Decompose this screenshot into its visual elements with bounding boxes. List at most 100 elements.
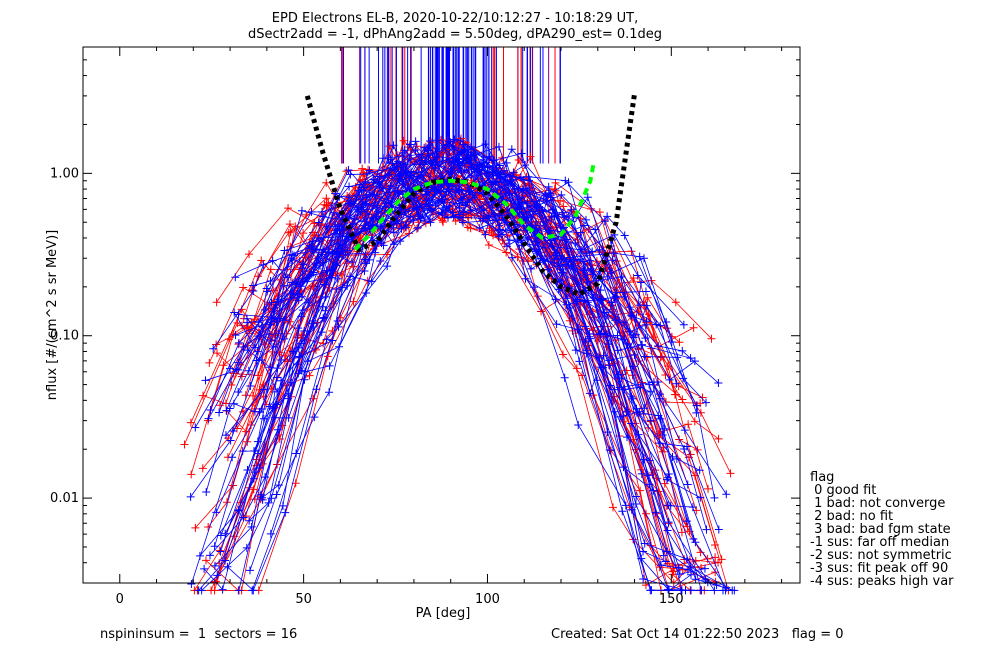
pa-point bbox=[358, 164, 367, 173]
pa-point bbox=[267, 494, 276, 503]
pa-point bbox=[307, 270, 316, 279]
pa-point bbox=[374, 179, 383, 188]
pa-point bbox=[441, 206, 450, 215]
pa-point bbox=[304, 298, 313, 307]
pa-point bbox=[376, 256, 385, 265]
pa-trace bbox=[261, 164, 702, 591]
y-tick-label: 0.01 bbox=[50, 491, 79, 506]
pa-point bbox=[399, 136, 408, 145]
pa-point bbox=[730, 586, 739, 595]
pa-point bbox=[245, 566, 254, 575]
pa-point bbox=[284, 204, 293, 213]
pa-point bbox=[639, 254, 648, 263]
pa-point bbox=[672, 454, 681, 463]
pa-point bbox=[589, 293, 598, 302]
pa-trace bbox=[216, 171, 723, 591]
pa-point bbox=[292, 278, 301, 287]
footer-right: Created: Sat Oct 14 01:22:50 2023 flag =… bbox=[551, 627, 844, 642]
pa-point bbox=[633, 271, 642, 280]
pa-point bbox=[714, 558, 723, 567]
pa-point bbox=[354, 233, 363, 242]
pa-point bbox=[495, 211, 504, 220]
pa-point bbox=[310, 413, 319, 422]
pa-point bbox=[517, 193, 526, 202]
pa-point bbox=[717, 555, 726, 564]
pa-point bbox=[579, 257, 588, 266]
pa-point bbox=[517, 149, 526, 158]
pa-trace bbox=[266, 143, 727, 588]
pa-point bbox=[423, 146, 432, 155]
pa-point bbox=[574, 420, 583, 429]
pa-point bbox=[322, 222, 331, 231]
pa-point bbox=[314, 233, 323, 242]
pa-point bbox=[502, 248, 511, 257]
pa-point bbox=[552, 320, 561, 329]
pa-point bbox=[209, 344, 218, 353]
pa-point bbox=[548, 205, 557, 214]
pa-point bbox=[671, 298, 680, 307]
pa-point bbox=[318, 302, 327, 311]
pa-point bbox=[572, 364, 581, 373]
pa-point bbox=[714, 525, 723, 534]
pa-point bbox=[678, 346, 687, 355]
pa-point bbox=[539, 194, 548, 203]
pa-point bbox=[696, 493, 705, 502]
pa-point bbox=[508, 253, 517, 262]
pa-point bbox=[446, 138, 455, 147]
pa-point bbox=[494, 142, 503, 151]
y-tick-label: 1.00 bbox=[50, 166, 79, 181]
pa-point bbox=[426, 204, 435, 213]
pa-point bbox=[379, 154, 388, 163]
pa-point bbox=[361, 221, 370, 230]
pa-point bbox=[213, 571, 222, 580]
pa-point bbox=[605, 445, 614, 454]
pa-point bbox=[201, 376, 210, 385]
pa-point bbox=[273, 295, 282, 304]
pa-point bbox=[455, 203, 464, 212]
pa-point bbox=[652, 320, 661, 329]
pa-point bbox=[212, 298, 221, 307]
pa-point bbox=[280, 246, 289, 255]
pa-point bbox=[450, 135, 459, 144]
pa-point bbox=[425, 141, 434, 150]
pa-point bbox=[455, 158, 464, 167]
pa-point bbox=[637, 469, 646, 478]
pa-point bbox=[221, 399, 230, 408]
plot-frame bbox=[82, 46, 801, 584]
pa-point bbox=[525, 183, 534, 192]
pa-point bbox=[532, 247, 541, 256]
legend-entry: -3 sus: fit peak off 90 bbox=[810, 561, 949, 576]
pa-point bbox=[475, 195, 484, 204]
pa-point bbox=[682, 442, 691, 451]
pa-point bbox=[215, 559, 224, 568]
pa-point bbox=[657, 561, 666, 570]
pa-point bbox=[576, 228, 585, 237]
pa-point bbox=[663, 361, 672, 370]
pa-point bbox=[475, 224, 484, 233]
pa-point bbox=[256, 490, 265, 499]
pa-point bbox=[683, 480, 692, 489]
x-tick-label: 0 bbox=[116, 592, 124, 607]
pa-point bbox=[266, 265, 275, 274]
pa-point bbox=[369, 213, 378, 222]
pa-point bbox=[451, 217, 460, 226]
pa-point bbox=[279, 281, 288, 290]
pa-point bbox=[443, 213, 452, 222]
pa-point bbox=[402, 170, 411, 179]
pa-point bbox=[519, 213, 528, 222]
pa-point bbox=[726, 469, 735, 478]
pa-point bbox=[281, 508, 290, 517]
pa-point bbox=[575, 293, 584, 302]
pa-point bbox=[664, 469, 673, 478]
pa-point bbox=[249, 447, 258, 456]
pa-point bbox=[383, 262, 392, 271]
pa-point bbox=[330, 208, 339, 217]
pa-point bbox=[546, 226, 555, 235]
pa-point bbox=[243, 346, 252, 355]
pa-point bbox=[599, 351, 608, 360]
x-axis-label: PA [deg] bbox=[416, 606, 471, 621]
pa-point bbox=[333, 226, 342, 235]
pa-point bbox=[285, 220, 294, 229]
pa-point bbox=[239, 343, 248, 352]
pa-point bbox=[583, 298, 592, 307]
